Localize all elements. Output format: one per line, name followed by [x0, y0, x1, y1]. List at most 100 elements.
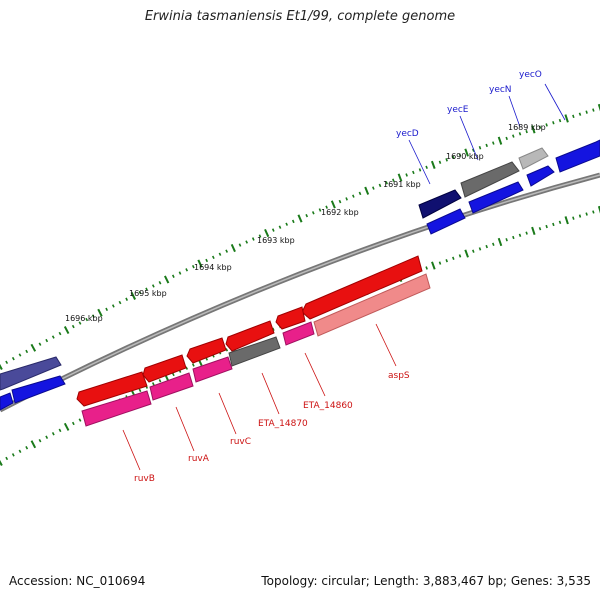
gene-label-ruvC[interactable]: ruvC [230, 437, 251, 447]
ruler-tick [105, 307, 109, 312]
gene-blue-feature-5[interactable] [0, 392, 14, 411]
gene-lightgray-feature[interactable] [518, 147, 549, 170]
ruler-tick [564, 114, 569, 123]
ruler-tick [51, 432, 55, 436]
ruler-tick [258, 234, 262, 238]
ruler-tick [58, 331, 62, 336]
gene-slate-feature[interactable] [0, 356, 62, 391]
ruler-tick [164, 275, 170, 284]
ruler-tick [418, 168, 422, 172]
ruler-tick [191, 264, 195, 269]
ruler-tick [458, 153, 462, 157]
ruler-tick [11, 453, 15, 457]
map-title: Erwinia tasmaniensis Et1/99, complete ge… [144, 9, 456, 24]
gene-label-ETA_14870[interactable]: ETA_14870 [258, 419, 308, 429]
genome-summary-text: Topology: circular; Length: 3,883,467 bp… [261, 574, 591, 588]
gene-ETA_14860[interactable] [275, 306, 306, 330]
ruler-tick [585, 110, 588, 114]
ruler-tick [485, 244, 488, 249]
ruler-tick [111, 304, 115, 308]
gene-label-yecE[interactable]: yecE [447, 105, 469, 115]
ruler-tick [478, 247, 482, 251]
ruler-tick [297, 214, 303, 223]
gene-blue-feature-4[interactable] [11, 375, 66, 404]
ruler-tick [218, 252, 222, 256]
ruler-tick [338, 199, 342, 204]
ruler-tick [412, 170, 415, 175]
gene-ruvA-product[interactable] [149, 372, 194, 401]
gene-ETA_14870[interactable] [225, 320, 275, 352]
ruler-tick [25, 446, 29, 450]
ruler-tick [71, 421, 75, 426]
ruler-tick [30, 343, 37, 352]
ruler-tick [78, 321, 82, 325]
ruler-tick [38, 439, 42, 443]
ruler-tick [285, 222, 289, 226]
ruler-tick [430, 160, 436, 169]
ruler-tick [78, 418, 82, 422]
gene-ruvB-product[interactable] [81, 390, 152, 427]
ruler-tick [397, 173, 403, 182]
kbp-label: 1694 kbp [194, 263, 232, 272]
reverse-gene-labels: aspS ETA_14860 ETA_14870 ruvC ruvA ruvB [134, 371, 410, 484]
gene-label-yecO[interactable]: yecO [519, 70, 542, 80]
ruler-tick [145, 287, 149, 291]
ruler-tick [30, 440, 37, 449]
ruler-tick [18, 353, 22, 357]
ruler-tick [597, 103, 600, 112]
accession-text: Accession: NC_010694 [9, 574, 146, 588]
gene-ETA_14860-product[interactable] [282, 321, 315, 346]
gene-ruvC[interactable] [186, 337, 227, 364]
ruler-tick [552, 222, 555, 227]
ruler-tick [18, 449, 22, 453]
ruler-tick [5, 360, 9, 364]
forward-gene-labels: yecO yecN yecE yecD [396, 70, 542, 139]
ruler-tick [425, 266, 428, 270]
kbp-label: 1691 kbp [383, 180, 421, 189]
ruler-tick [325, 205, 328, 209]
ruler-tick [171, 372, 175, 377]
gene-yecE[interactable] [460, 161, 520, 198]
ruler-tick [518, 132, 522, 136]
gene-aspS-product[interactable] [313, 273, 431, 337]
ruler-tick [592, 210, 595, 214]
ruler-tick [63, 422, 70, 431]
ruler-tick [431, 261, 436, 270]
gene-label-yecN[interactable]: yecN [489, 85, 512, 95]
ruler-tick [211, 255, 215, 260]
gene-blue-feature-3[interactable] [426, 208, 466, 235]
ruler-tick [125, 297, 129, 301]
ruler-tick [171, 274, 175, 278]
ruler-tick [538, 227, 542, 231]
ruler-tick [97, 308, 103, 317]
ruler-tick [572, 216, 575, 220]
reverse-strand-genes [76, 255, 431, 427]
gene-label-ETA_14860[interactable]: ETA_14860 [303, 401, 353, 411]
ruler-tick [372, 186, 375, 190]
gene-label-ruvA[interactable]: ruvA [188, 454, 210, 464]
ruler-tick [564, 216, 569, 225]
ruler-tick [531, 226, 536, 236]
ruler-tick [330, 200, 336, 209]
gene-blue-feature-2[interactable] [468, 181, 524, 214]
ruler-tick [558, 118, 562, 123]
gene-yecO[interactable] [555, 139, 600, 173]
gene-label-aspS[interactable]: aspS [388, 371, 410, 381]
ruler-tick [578, 214, 582, 218]
ruler-tick [225, 249, 229, 253]
gene-gray-feature[interactable] [228, 336, 281, 367]
gene-yecD[interactable] [418, 189, 462, 219]
ruler-tick [251, 237, 255, 241]
gene-ruvA[interactable] [142, 354, 187, 383]
gene-label-ruvB[interactable]: ruvB [134, 474, 155, 484]
ruler-tick [91, 314, 95, 318]
gene-ruvB[interactable] [76, 371, 148, 407]
ruler-tick [0, 459, 3, 466]
gene-yecN[interactable] [526, 165, 555, 187]
ruler-tick [531, 125, 536, 134]
gene-label-yecD[interactable]: yecD [396, 129, 419, 139]
ruler-tick [130, 291, 136, 300]
leader-lines [122, 83, 566, 471]
gene-ruvC-product[interactable] [192, 356, 233, 383]
ruler-tick [472, 148, 475, 152]
